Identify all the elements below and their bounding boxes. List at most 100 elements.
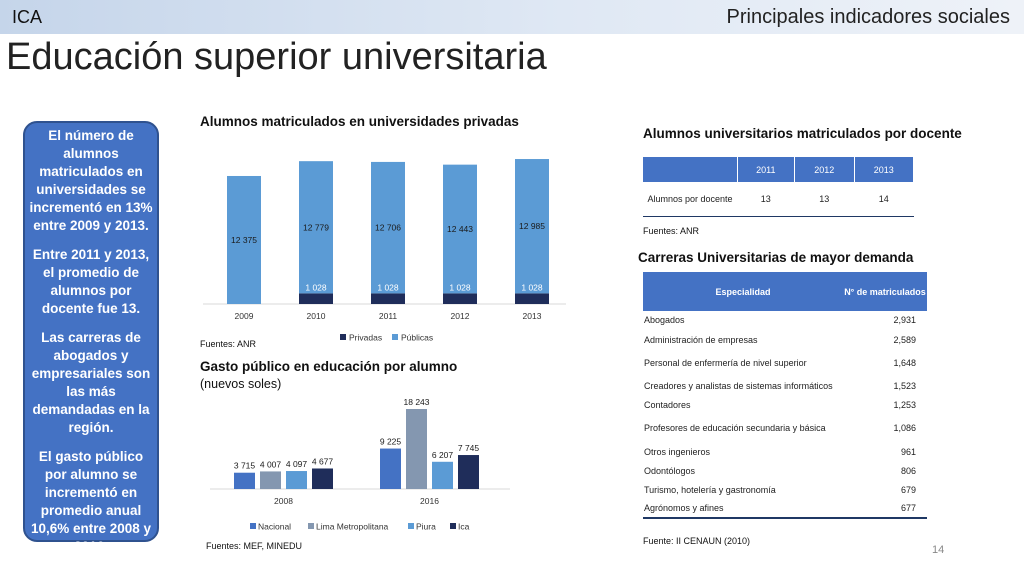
carrera-name: Creadores y analistas de sistemas inform… bbox=[643, 376, 843, 396]
carrera-name: Otros ingenieros bbox=[643, 442, 843, 462]
table-row: Personal de enfermería de nivel superior… bbox=[643, 349, 927, 377]
carreras-title: Carreras Universitarias de mayor demanda bbox=[638, 250, 914, 265]
x-tick-label: 2010 bbox=[307, 311, 326, 321]
carreras-header-especialidad: Especialidad bbox=[643, 272, 843, 311]
table-row: Turismo, hotelería y gastronomía 679 bbox=[643, 480, 927, 500]
data-label: 3 715 bbox=[234, 461, 256, 471]
x-tick-label: 2013 bbox=[523, 311, 542, 321]
data-label: 9 225 bbox=[380, 437, 402, 447]
carrera-name: Odontólogos bbox=[643, 461, 843, 481]
data-label: 4 677 bbox=[312, 456, 334, 466]
data-label-publicas: 12 706 bbox=[375, 223, 401, 233]
bar-publicas bbox=[371, 161, 405, 294]
finding-4: El gasto público por alumno se increment… bbox=[30, 449, 152, 554]
table-row: Odontólogos 806 bbox=[643, 461, 927, 481]
carreras-header-matriculados: N° de matriculados bbox=[843, 272, 927, 311]
bar-nacional bbox=[234, 472, 255, 489]
carrera-value: 2,589 bbox=[843, 330, 927, 350]
chart-subtitle-gasto: (nuevos soles) bbox=[200, 377, 282, 391]
carrera-value: 1,648 bbox=[843, 349, 927, 377]
bar-ica bbox=[458, 455, 479, 489]
bar-piura bbox=[432, 461, 453, 489]
chart1-source: Fuentes: ANR bbox=[200, 339, 257, 349]
data-label-privadas: 1 028 bbox=[305, 282, 327, 292]
data-label-privadas: 1 028 bbox=[521, 282, 543, 292]
data-label-publicas: 12 779 bbox=[303, 222, 329, 232]
bar-privadas bbox=[299, 293, 333, 304]
page-title: Educación superior universitaria bbox=[6, 36, 547, 78]
docentes-row-label: Alumnos por docente bbox=[643, 182, 737, 217]
docentes-value-2013: 14 bbox=[854, 182, 914, 217]
data-label-privadas: 1 028 bbox=[449, 282, 471, 292]
carrera-value: 961 bbox=[843, 442, 927, 462]
page-number: 14 bbox=[932, 544, 945, 556]
x-tick-label: 2008 bbox=[274, 496, 293, 506]
docentes-year-2012: 2012 bbox=[794, 157, 855, 182]
data-label-publicas: 12 375 bbox=[231, 235, 257, 245]
bar-publicas bbox=[515, 159, 549, 294]
chart-title-matriculados: Alumnos matriculados en universidades pr… bbox=[200, 114, 519, 129]
data-label: 4 007 bbox=[260, 459, 282, 469]
carrera-name: Personal de enfermería de nivel superior bbox=[643, 349, 843, 377]
data-label: 4 097 bbox=[286, 459, 308, 469]
docentes-header-empty bbox=[643, 157, 738, 182]
docentes-year-2011: 2011 bbox=[737, 157, 796, 182]
docentes-source: Fuentes: ANR bbox=[643, 226, 700, 236]
bar-piura bbox=[286, 471, 307, 489]
carrera-value: 1,253 bbox=[843, 395, 927, 415]
table-row: Creadores y analistas de sistemas inform… bbox=[643, 376, 927, 396]
carrera-name: Agrónomos y afines bbox=[643, 499, 843, 519]
header-bar: ICA Principales indicadores sociales bbox=[0, 0, 1024, 34]
table-row: Administración de empresas 2,589 bbox=[643, 330, 927, 350]
legend-label: Nacional bbox=[258, 522, 291, 532]
carrera-value: 679 bbox=[843, 480, 927, 500]
carrera-name: Abogados bbox=[643, 311, 843, 331]
docentes-value-2011: 13 bbox=[737, 182, 795, 217]
legend-label: Lima Metropolitana bbox=[316, 522, 389, 532]
chart-title-gasto: Gasto público en educación por alumno bbox=[200, 359, 458, 374]
section-title: Principales indicadores sociales bbox=[726, 6, 1010, 28]
finding-3: Las carreras de abogados y empresariales… bbox=[31, 330, 151, 435]
region-label: ICA bbox=[12, 7, 43, 27]
docentes-value-2012: 13 bbox=[794, 182, 855, 217]
x-tick-label: 2011 bbox=[379, 311, 398, 321]
legend-label: Ica bbox=[458, 522, 470, 532]
finding-2: Entre 2011 y 2013, el promedio de alumno… bbox=[32, 247, 150, 316]
carrera-name: Turismo, hotelería y gastronomía bbox=[643, 480, 843, 500]
carreras-source: Fuente: II CENAUN (2010) bbox=[643, 536, 751, 546]
bar-publicas bbox=[299, 161, 333, 294]
data-label: 18 243 bbox=[404, 397, 430, 407]
data-label: 7 745 bbox=[458, 443, 480, 453]
table-row: Contadores 1,253 bbox=[643, 395, 927, 415]
carrera-value: 806 bbox=[843, 461, 927, 481]
bar-ica bbox=[312, 468, 333, 489]
data-label-publicas: 12 985 bbox=[519, 221, 545, 231]
legend-swatch bbox=[392, 334, 398, 340]
carrera-value: 2,931 bbox=[843, 311, 927, 331]
legend-swatch bbox=[250, 523, 256, 529]
legend-label: Piura bbox=[416, 522, 436, 532]
carrera-value: 677 bbox=[843, 499, 927, 519]
carrera-name: Profesores de educación secundaria y bás… bbox=[643, 414, 843, 443]
table-row: Profesores de educación secundaria y bás… bbox=[643, 414, 927, 443]
bar-privadas bbox=[443, 293, 477, 304]
table-row: Otros ingenieros 961 bbox=[643, 442, 927, 462]
carrera-name: Contadores bbox=[643, 395, 843, 415]
docentes-table: 2011 2012 2013 Alumnos por docente 13 13… bbox=[643, 157, 915, 217]
chart-matriculados: 12 375 2009 1 028 12 779 2010 1 028 12 706 2011… bbox=[203, 159, 566, 343]
carrera-value: 1,523 bbox=[843, 376, 927, 396]
bar-publicas bbox=[227, 175, 261, 304]
chart-gasto: 3 715 4 007 4 097 4 677 2008 9 225 18 243 6 207… bbox=[210, 397, 510, 532]
legend-swatch bbox=[408, 523, 414, 529]
x-tick-label: 2009 bbox=[235, 311, 254, 321]
bar-publicas bbox=[443, 164, 477, 294]
bar-lima-metropolitana bbox=[260, 471, 281, 489]
key-findings-panel: El número de alumnos matriculados en uni… bbox=[23, 121, 159, 554]
x-tick-label: 2012 bbox=[451, 311, 470, 321]
data-label: 6 207 bbox=[432, 450, 454, 460]
finding-1: El número de alumnos matriculados en uni… bbox=[29, 128, 153, 233]
chart2-source: Fuentes: MEF, MINEDU bbox=[206, 541, 303, 551]
legend-label: Públicas bbox=[401, 333, 433, 343]
carrera-value: 1,086 bbox=[843, 414, 927, 443]
legend-swatch bbox=[450, 523, 456, 529]
